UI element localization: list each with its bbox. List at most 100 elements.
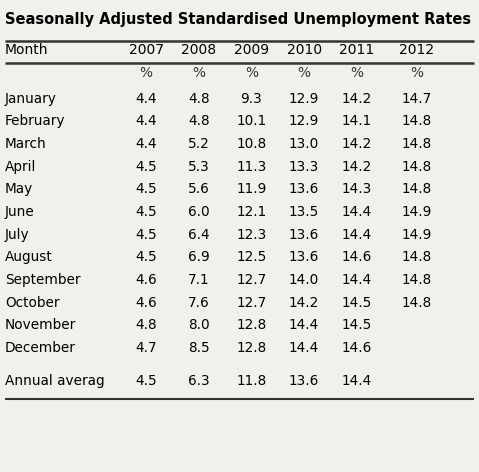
Text: 13.3: 13.3: [289, 160, 319, 174]
Text: 14.1: 14.1: [342, 114, 372, 128]
Text: 14.8: 14.8: [401, 137, 432, 151]
Text: 14.4: 14.4: [342, 228, 372, 242]
Text: 14.8: 14.8: [401, 295, 432, 310]
Text: 13.6: 13.6: [289, 182, 319, 196]
Text: 14.2: 14.2: [289, 295, 319, 310]
Text: 14.5: 14.5: [342, 295, 372, 310]
Text: October: October: [5, 295, 59, 310]
Text: 4.5: 4.5: [135, 182, 157, 196]
Text: 4.5: 4.5: [135, 250, 157, 264]
Text: 2011: 2011: [339, 43, 375, 58]
Text: 13.6: 13.6: [289, 250, 319, 264]
Text: 14.8: 14.8: [401, 160, 432, 174]
Text: 6.4: 6.4: [188, 228, 210, 242]
Text: 14.2: 14.2: [342, 160, 372, 174]
Text: 4.8: 4.8: [135, 318, 157, 332]
Text: 10.1: 10.1: [236, 114, 267, 128]
Text: 4.4: 4.4: [135, 137, 157, 151]
Text: 12.5: 12.5: [236, 250, 267, 264]
Text: 11.9: 11.9: [236, 182, 267, 196]
Text: 7.6: 7.6: [188, 295, 210, 310]
Text: %: %: [245, 66, 258, 80]
Text: 4.8: 4.8: [188, 92, 210, 106]
Text: 5.6: 5.6: [188, 182, 210, 196]
Text: May: May: [5, 182, 33, 196]
Text: September: September: [5, 273, 80, 287]
Text: 12.8: 12.8: [236, 318, 267, 332]
Text: 13.6: 13.6: [289, 374, 319, 388]
Text: 12.7: 12.7: [236, 295, 267, 310]
Text: 14.3: 14.3: [342, 182, 372, 196]
Text: 14.7: 14.7: [401, 92, 432, 106]
Text: 12.3: 12.3: [236, 228, 267, 242]
Text: %: %: [139, 66, 153, 80]
Text: 14.9: 14.9: [401, 205, 432, 219]
Text: 5.2: 5.2: [188, 137, 210, 151]
Text: 14.4: 14.4: [342, 273, 372, 287]
Text: 5.3: 5.3: [188, 160, 210, 174]
Text: 11.8: 11.8: [236, 374, 267, 388]
Text: 13.0: 13.0: [289, 137, 319, 151]
Text: 14.8: 14.8: [401, 273, 432, 287]
Text: January: January: [5, 92, 57, 106]
Text: 14.4: 14.4: [289, 341, 319, 355]
Text: 11.3: 11.3: [236, 160, 267, 174]
Text: 9.3: 9.3: [240, 92, 262, 106]
Text: November: November: [5, 318, 76, 332]
Text: 4.6: 4.6: [135, 273, 157, 287]
Text: 6.9: 6.9: [188, 250, 210, 264]
Text: 12.1: 12.1: [236, 205, 267, 219]
Text: 14.4: 14.4: [342, 205, 372, 219]
Text: 12.7: 12.7: [236, 273, 267, 287]
Text: 12.9: 12.9: [289, 92, 319, 106]
Text: 14.5: 14.5: [342, 318, 372, 332]
Text: 8.5: 8.5: [188, 341, 210, 355]
Text: 2010: 2010: [286, 43, 322, 58]
Text: December: December: [5, 341, 76, 355]
Text: April: April: [5, 160, 36, 174]
Text: July: July: [5, 228, 29, 242]
Text: 6.3: 6.3: [188, 374, 210, 388]
Text: 14.8: 14.8: [401, 250, 432, 264]
Text: 4.4: 4.4: [135, 114, 157, 128]
Text: 4.5: 4.5: [135, 228, 157, 242]
Text: %: %: [192, 66, 205, 80]
Text: 10.8: 10.8: [236, 137, 267, 151]
Text: 2008: 2008: [181, 43, 217, 58]
Text: 14.8: 14.8: [401, 114, 432, 128]
Text: 14.0: 14.0: [289, 273, 319, 287]
Text: August: August: [5, 250, 53, 264]
Text: 13.6: 13.6: [289, 228, 319, 242]
Text: 14.2: 14.2: [342, 137, 372, 151]
Text: 14.6: 14.6: [342, 341, 372, 355]
Text: 2007: 2007: [128, 43, 164, 58]
Text: 7.1: 7.1: [188, 273, 210, 287]
Text: 2012: 2012: [399, 43, 434, 58]
Text: 12.9: 12.9: [289, 114, 319, 128]
Text: %: %: [350, 66, 364, 80]
Text: 4.8: 4.8: [188, 114, 210, 128]
Text: 14.4: 14.4: [342, 374, 372, 388]
Text: Month: Month: [5, 43, 48, 58]
Text: 14.9: 14.9: [401, 228, 432, 242]
Text: Seasonally Adjusted Standardised Unemployment Rates: Seasonally Adjusted Standardised Unemplo…: [5, 12, 471, 27]
Text: 14.4: 14.4: [289, 318, 319, 332]
Text: Annual averag: Annual averag: [5, 374, 104, 388]
Text: 4.5: 4.5: [135, 374, 157, 388]
Text: 8.0: 8.0: [188, 318, 210, 332]
Text: 14.6: 14.6: [342, 250, 372, 264]
Text: 13.5: 13.5: [289, 205, 319, 219]
Text: 4.4: 4.4: [135, 92, 157, 106]
Text: March: March: [5, 137, 46, 151]
Text: June: June: [5, 205, 34, 219]
Text: %: %: [297, 66, 311, 80]
Text: February: February: [5, 114, 65, 128]
Text: 14.8: 14.8: [401, 182, 432, 196]
Text: 6.0: 6.0: [188, 205, 210, 219]
Text: 2009: 2009: [234, 43, 269, 58]
Text: 12.8: 12.8: [236, 341, 267, 355]
Text: 4.5: 4.5: [135, 205, 157, 219]
Text: %: %: [410, 66, 423, 80]
Text: 4.6: 4.6: [135, 295, 157, 310]
Text: 4.5: 4.5: [135, 160, 157, 174]
